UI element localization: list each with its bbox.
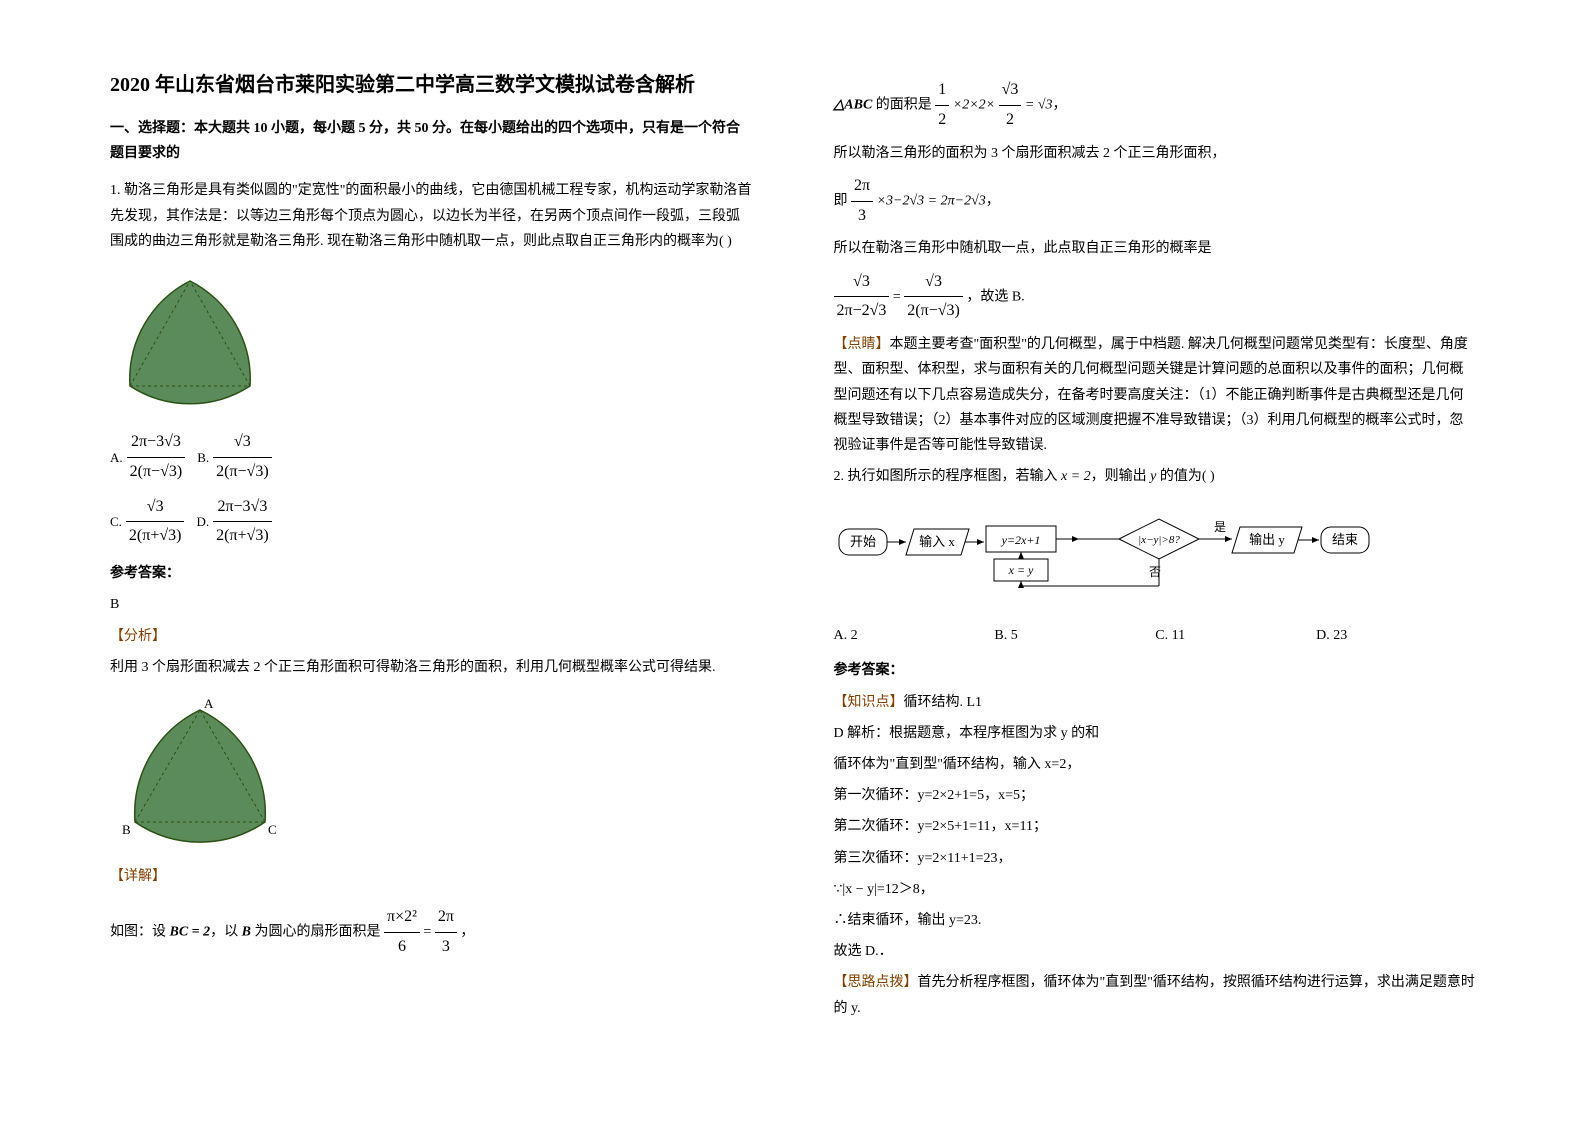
q2-opt-a: A. 2 xyxy=(834,623,995,648)
abc-area-line: △ABC 的面积是 12 ×2×2× √32 = √3， xyxy=(834,76,1478,135)
q1-option-a: A. 2π−3√3 2(π−√3) xyxy=(110,428,185,487)
opt-frac: 2π−3√3 2(π−√3) xyxy=(127,428,186,487)
sol-p1: 循环体为"直到型"循环结构，输入 x=2， xyxy=(834,752,1478,777)
opt-label: D. xyxy=(196,510,209,533)
opt-label: C. xyxy=(110,510,122,533)
para5: √32π−2√3 = √32(π−√3) ，故选 B. xyxy=(834,268,1478,327)
sol-p4: 第三次循环：y=2×11+1=23， xyxy=(834,846,1478,871)
q1-figure-detail: A B C xyxy=(110,692,754,852)
opt-frac: √3 2(π+√3) xyxy=(126,493,185,552)
analysis-label: 【分析】 xyxy=(110,624,754,649)
q2-opt-c: C. 11 xyxy=(1155,623,1316,648)
detail-label: 【详解】 xyxy=(110,864,166,889)
svg-text:x = y: x = y xyxy=(1007,563,1033,577)
sol-p6: ∴结束循环，输出 y=23. xyxy=(834,908,1478,933)
svg-text:|x−y|>8?: |x−y|>8? xyxy=(1138,534,1180,546)
answer-label: 参考答案： xyxy=(110,561,754,586)
svg-text:y=2x+1: y=2x+1 xyxy=(1000,533,1040,547)
flow-start: 开始 xyxy=(849,534,875,549)
para3: 即 2π3 ×3−2√3 = 2π−2√3， xyxy=(834,172,1478,231)
q1-option-d: D. 2π−3√3 2(π+√3) xyxy=(196,493,271,552)
sol-p3: 第二次循环：y=2×5+1=11，x=11； xyxy=(834,814,1478,839)
svg-text:输出 y: 输出 y xyxy=(1249,532,1285,547)
sol-p2: 第一次循环：y=2×2+1=5，x=5； xyxy=(834,783,1478,808)
comment: 【点睛】本题主要考查"面积型"的几何概型，属于中档题. 解决几何概型问题常见类型… xyxy=(834,332,1478,458)
q2-text: 2. 执行如图所示的程序框图，若输入 x = 2，则输出 y 的值为( ) xyxy=(834,464,1478,489)
q2-opt-d: D. 23 xyxy=(1316,623,1477,648)
opt-frac: 2π−3√3 2(π+√3) xyxy=(213,493,272,552)
knowledge: 【知识点】循环结构. L1 xyxy=(834,690,1478,715)
q2-answer-label: 参考答案： xyxy=(834,658,1478,683)
q1-figure-reuleaux xyxy=(110,266,754,416)
opt-label: A. xyxy=(110,446,123,469)
q1-options-row1: A. 2π−3√3 2(π−√3) B. √3 2(π−√3) xyxy=(110,428,754,487)
sol-p7: 故选 D.． xyxy=(834,939,1478,964)
q1-text: 1. 勒洛三角形是具有类似圆的"定宽性"的面积最小的曲线，它由德国机械工程专家，… xyxy=(110,178,754,254)
q2-flowchart: 开始 输入 x y=2x+1 x = y |x−y|>8? 是 否 xyxy=(834,501,1478,611)
para4: 所以在勒洛三角形中随机取一点，此点取自正三角形的概率是 xyxy=(834,236,1478,261)
opt-frac: √3 2(π−√3) xyxy=(213,428,272,487)
svg-text:输入 x: 输入 x xyxy=(919,534,955,549)
sol-p5: ∵|x − y|=12＞8， xyxy=(834,877,1478,902)
q1-answer: B xyxy=(110,592,754,617)
path: 【思路点拨】首先分析程序框图，循环体为"直到型"循环结构，按照循环结构进行运算，… xyxy=(834,970,1478,1020)
svg-text:是: 是 xyxy=(1214,520,1226,534)
opt-label: B. xyxy=(197,446,209,469)
svg-text:A: A xyxy=(204,696,214,711)
sol-d: D 解析：根据题意，本程序框图为求 y 的和 xyxy=(834,721,1478,746)
q1-analysis: 利用 3 个扇形面积减去 2 个正三角形面积可得勒洛三角形的面积，利用几何概型概… xyxy=(110,655,754,680)
svg-text:结束: 结束 xyxy=(1331,532,1357,547)
q2-options: A. 2 B. 5 C. 11 D. 23 xyxy=(834,623,1478,648)
section-header: 一、选择题：本大题共 10 小题，每小题 5 分，共 50 分。在每小题给出的四… xyxy=(110,116,754,166)
q1-options-row2: C. √3 2(π+√3) D. 2π−3√3 2(π+√3) xyxy=(110,493,754,552)
q1-detail-line: 如图：设 BC = 2，以 B 为圆心的扇形面积是 π×2²6 = 2π3 ， xyxy=(110,903,754,962)
svg-text:C: C xyxy=(268,822,277,837)
q2-opt-b: B. 5 xyxy=(994,623,1155,648)
page-title: 2020 年山东省烟台市莱阳实验第二中学高三数学文模拟试卷含解析 xyxy=(110,70,754,100)
q1-option-c: C. √3 2(π+√3) xyxy=(110,493,184,552)
svg-text:B: B xyxy=(122,822,131,837)
para2: 所以勒洛三角形的面积为 3 个扇形面积减去 2 个正三角形面积， xyxy=(834,141,1478,166)
q1-option-b: B. √3 2(π−√3) xyxy=(197,428,271,487)
